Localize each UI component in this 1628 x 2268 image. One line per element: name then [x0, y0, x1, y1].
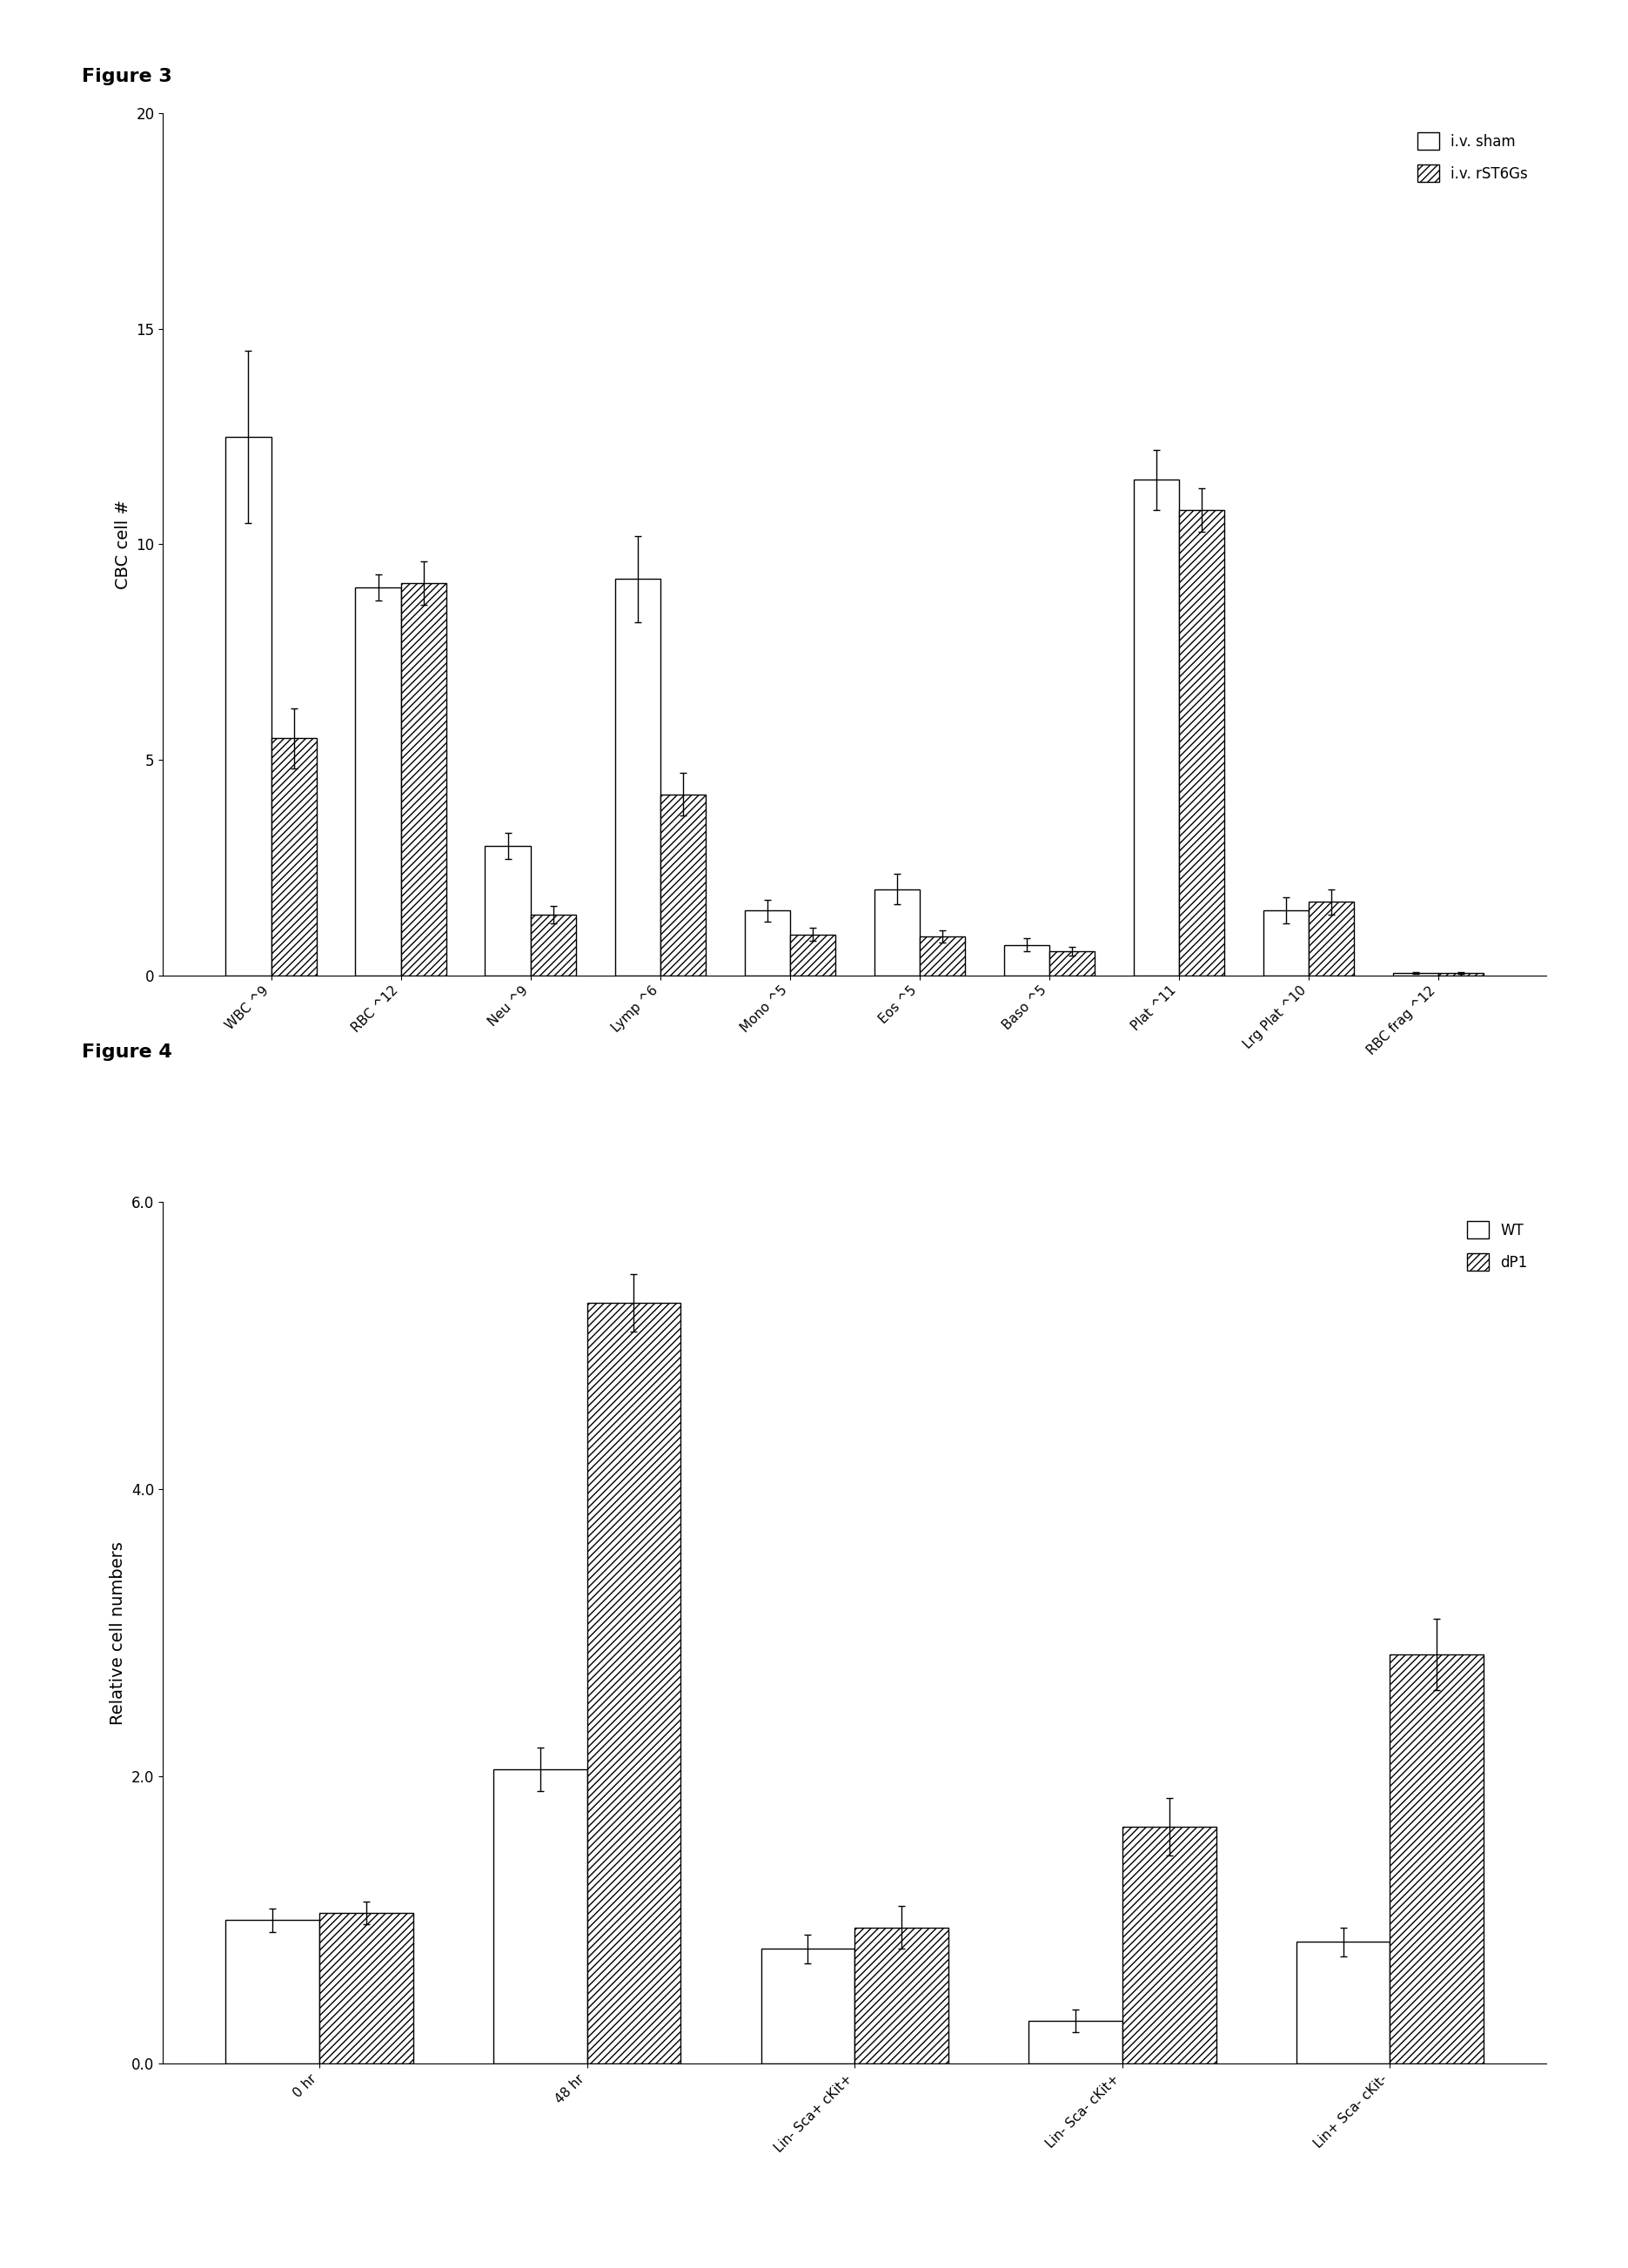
Bar: [661, 794, 705, 975]
Bar: [874, 889, 920, 975]
Bar: [1029, 2021, 1122, 2064]
Bar: [319, 1914, 414, 2064]
Bar: [588, 1302, 681, 2064]
Legend: i.v. sham, i.v. rST6Gs: i.v. sham, i.v. rST6Gs: [1405, 120, 1540, 193]
Bar: [1263, 912, 1309, 975]
Bar: [531, 914, 576, 975]
Bar: [485, 846, 531, 975]
Bar: [1179, 510, 1224, 975]
Bar: [272, 739, 316, 975]
Bar: [744, 912, 790, 975]
Bar: [1004, 946, 1048, 975]
Bar: [1390, 1656, 1483, 2064]
Bar: [226, 1921, 319, 2064]
Bar: [1309, 903, 1354, 975]
Bar: [855, 1928, 949, 2064]
Bar: [226, 438, 272, 975]
Y-axis label: CBC cell #: CBC cell #: [114, 499, 132, 590]
Bar: [355, 587, 400, 975]
Bar: [400, 583, 446, 975]
Text: Figure 4: Figure 4: [81, 1043, 171, 1061]
Legend: WT, dP1: WT, dP1: [1455, 1209, 1540, 1281]
Bar: [1048, 953, 1094, 975]
Bar: [615, 578, 661, 975]
Bar: [790, 934, 835, 975]
Y-axis label: Relative cell numbers: Relative cell numbers: [111, 1542, 127, 1724]
Bar: [760, 1948, 855, 2064]
Bar: [493, 1769, 588, 2064]
Bar: [920, 937, 965, 975]
Text: Figure 3: Figure 3: [81, 68, 171, 86]
Bar: [1296, 1941, 1390, 2064]
Bar: [1133, 479, 1179, 975]
Bar: [1122, 1828, 1216, 2064]
